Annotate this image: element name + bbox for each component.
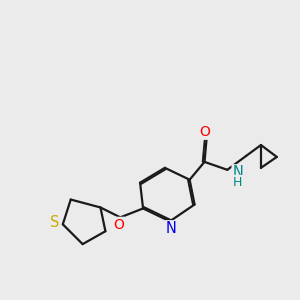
Text: O: O: [200, 125, 210, 139]
Text: S: S: [50, 215, 59, 230]
Text: N: N: [232, 165, 244, 180]
Text: O: O: [113, 218, 124, 232]
Text: H: H: [232, 176, 242, 189]
Text: N: N: [166, 221, 177, 236]
